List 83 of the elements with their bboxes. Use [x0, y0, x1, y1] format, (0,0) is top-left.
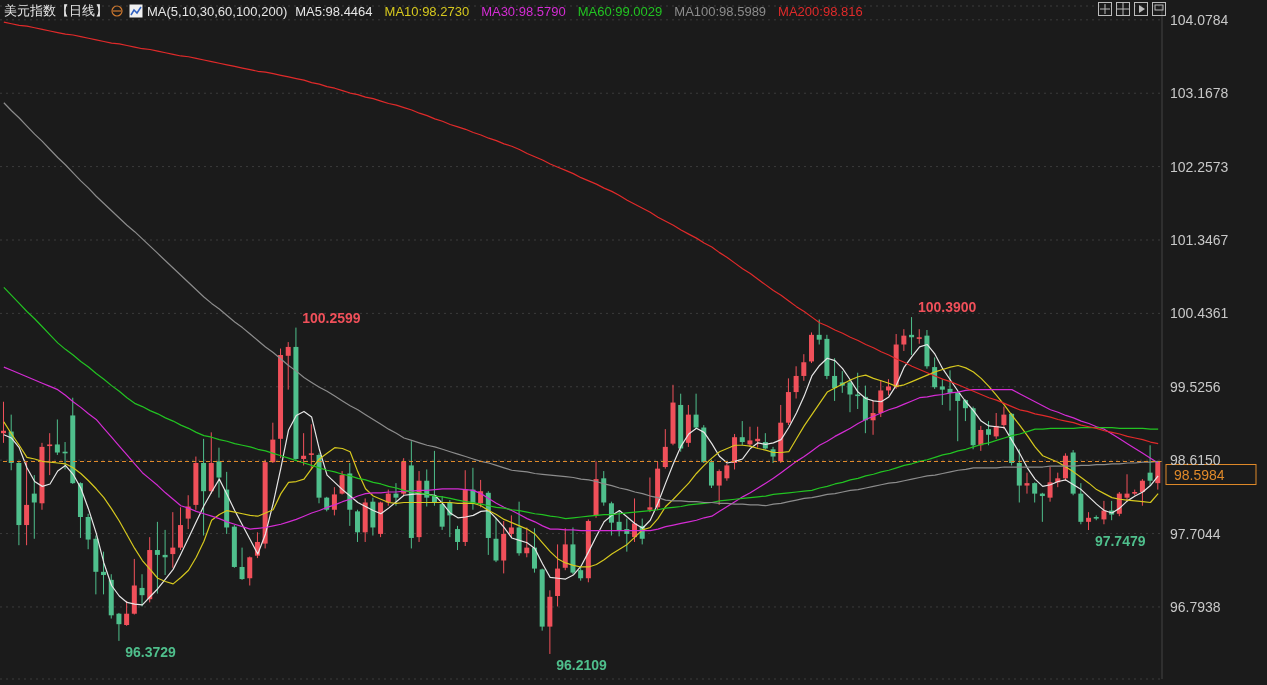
text: MA100:98.5989 [674, 3, 767, 19]
text: MA30:98.5790 [481, 3, 566, 19]
candlestick [216, 447, 222, 499]
candlestick [708, 459, 714, 489]
candlestick [801, 353, 807, 382]
chart-title: 美元指数【日线】 [4, 2, 108, 20]
candlestick [1047, 466, 1053, 503]
y-tick-label: 102.2573 [1170, 158, 1229, 175]
candlestick [24, 461, 30, 546]
candlestick [31, 474, 37, 540]
candlestick [1155, 460, 1161, 491]
annotation: 97.7479 [1094, 533, 1146, 550]
candlestick [439, 495, 445, 531]
candlestick [939, 378, 945, 406]
text: MA200:98.816 [778, 3, 863, 19]
candlestick [285, 341, 291, 391]
candlestick [101, 551, 107, 595]
y-tick-label: 104.0784 [1170, 11, 1229, 28]
candlestick [85, 513, 91, 550]
annotation: 96.2109 [556, 656, 608, 673]
candlestick [531, 527, 537, 574]
candlestick [847, 380, 853, 413]
candlestick [124, 600, 130, 627]
candlestick [1016, 448, 1022, 503]
candlestick [716, 468, 722, 506]
candlestick [508, 514, 514, 538]
candlestick [693, 393, 699, 430]
annotation: 96.3729 [125, 643, 177, 660]
candlestick [301, 432, 307, 466]
candlestick [116, 612, 122, 642]
candlestick [986, 420, 992, 446]
candlestick [1001, 406, 1007, 430]
line-series [3, 102, 1159, 507]
candlestick [54, 418, 60, 456]
line-series [3, 21, 1159, 445]
y-tick-label: 101.3467 [1170, 231, 1229, 248]
candlestick [493, 517, 499, 563]
y-tick-label: 103.1678 [1170, 85, 1229, 102]
candlestick [247, 555, 253, 587]
line-series [3, 364, 1159, 585]
candlestick [955, 390, 961, 442]
candlestick [239, 547, 245, 581]
candlestick [647, 477, 653, 513]
y-tick-label: 99.5256 [1170, 378, 1221, 395]
text: MA60:99.0029 [577, 3, 663, 19]
candlestick [901, 328, 907, 352]
candlestick [170, 511, 176, 569]
candlestick [354, 509, 360, 543]
annotation: 100.2599 [302, 309, 361, 326]
candlestick [793, 365, 799, 400]
candlestick [154, 521, 160, 595]
candlestick [816, 319, 822, 346]
y-tick-label: 100.4361 [1170, 305, 1229, 322]
candlestick [47, 432, 53, 476]
candlestick [878, 379, 884, 418]
candlestick [139, 573, 145, 607]
candlestick [978, 425, 984, 452]
candlestick [308, 423, 314, 470]
annotation: 100.3900 [917, 299, 977, 316]
text: MA10:98.2730 [384, 3, 470, 19]
legend-title: MA(5,10,30,60,100,200) [147, 3, 288, 19]
candlestick [1024, 472, 1030, 495]
candlestick [608, 501, 614, 537]
candlestick [747, 426, 753, 448]
y-tick-label: 98.6150 [1170, 452, 1221, 469]
candlestick [832, 357, 838, 402]
candlestick [662, 428, 668, 470]
candlestick [177, 506, 183, 551]
candlestick [855, 372, 861, 410]
ref-line-label: 98.5984 [1174, 466, 1225, 483]
candlestick [1032, 481, 1038, 503]
candlestick [1139, 478, 1145, 507]
candlestick [455, 525, 461, 551]
candlestick [616, 510, 622, 537]
candlestick [331, 486, 337, 516]
text: MA5:98.4464 [295, 3, 373, 19]
candlestick [393, 482, 399, 507]
candlestick [562, 527, 568, 571]
candlestick [739, 420, 745, 446]
y-tick-label: 97.7044 [1170, 525, 1221, 542]
y-tick-label: 96.7938 [1170, 598, 1221, 615]
candlestick [1147, 444, 1153, 487]
line-series [3, 343, 1159, 606]
